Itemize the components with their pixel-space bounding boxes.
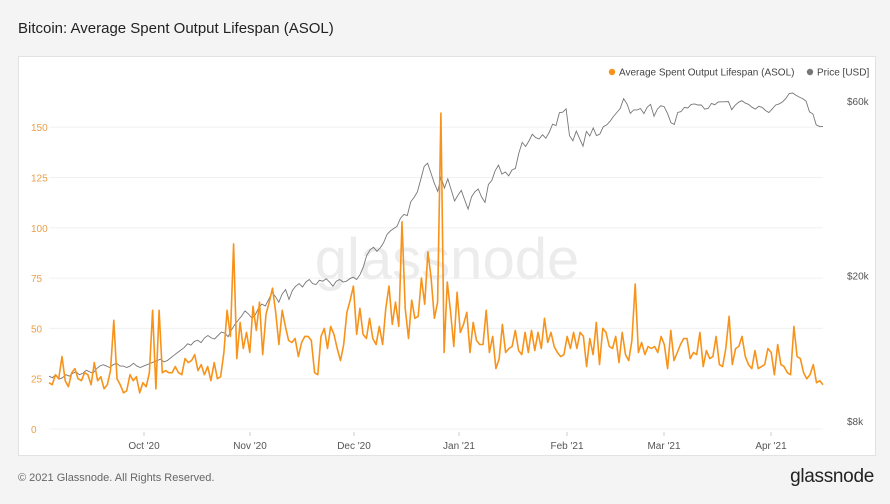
y-tick-label-left: 75	[31, 274, 43, 285]
series-line-asol	[48, 112, 824, 394]
legend-label-price[interactable]: Price [USD]	[817, 68, 869, 79]
watermark: glassnode	[315, 227, 579, 292]
brand-logo: glassnode	[790, 466, 874, 487]
x-tick-label: Oct '20	[128, 441, 160, 452]
y-tick-label-right: $60k	[847, 97, 870, 108]
legend-dot-price	[806, 68, 814, 76]
chart-svg: glassnode 0 25 50 75 100 125 150 $8k $20k $60k O…	[31, 68, 870, 453]
legend-label-asol[interactable]: Average Spent Output Lifespan (ASOL)	[619, 68, 794, 79]
y-axis-left: 0 25 50 75 100 125 150	[31, 123, 48, 436]
x-axis: Oct '20 Nov '20 Dec '20 Jan '21 Feb '21 Mar '…	[128, 432, 787, 452]
x-tick-label: Jan '21	[443, 441, 475, 452]
x-tick-label: Nov '20	[233, 441, 267, 452]
x-tick-label: Apr '21	[755, 441, 787, 452]
y-tick-label-left: 50	[31, 324, 43, 335]
y-tick-label-left: 125	[31, 173, 48, 184]
y-tick-label-right: $20k	[847, 272, 870, 283]
legend[interactable]: Average Spent Output Lifespan (ASOL) Pri…	[608, 68, 870, 79]
legend-dot-asol	[608, 68, 616, 76]
y-gridlines	[49, 126, 823, 430]
x-tick-label: Feb '21	[550, 441, 583, 452]
x-tick-label: Dec '20	[337, 441, 371, 452]
chart-panel: glassnode 0 25 50 75 100 125 150 $8k $20k $60k O…	[18, 56, 876, 456]
y-tick-label-left: 0	[31, 425, 37, 436]
copyright: © 2021 Glassnode. All Rights Reserved.	[18, 472, 215, 484]
series-line-price	[48, 92, 823, 380]
y-tick-label-right: $8k	[847, 417, 864, 428]
y-axis-right: $8k $20k $60k	[847, 97, 870, 428]
y-tick-label-left: 25	[31, 375, 43, 386]
x-tick-label: Mar '21	[647, 441, 680, 452]
y-tick-label-left: 100	[31, 224, 48, 235]
y-tick-label-left: 150	[31, 123, 48, 134]
page-title: Bitcoin: Average Spent Output Lifespan (…	[18, 20, 334, 37]
